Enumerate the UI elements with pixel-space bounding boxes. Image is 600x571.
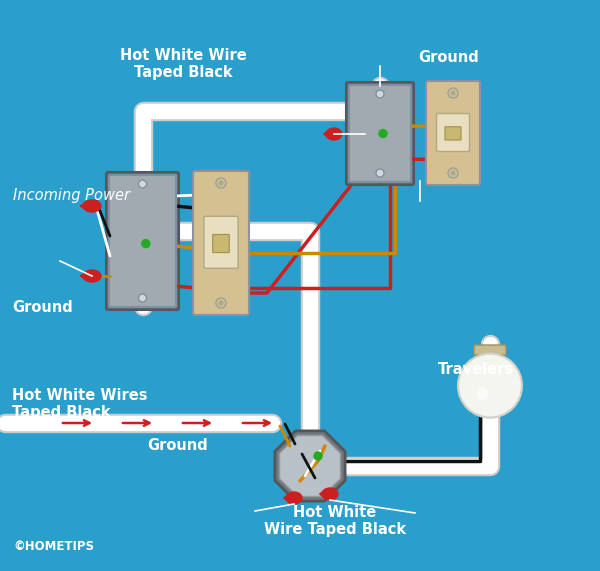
FancyBboxPatch shape xyxy=(426,81,480,185)
Circle shape xyxy=(218,180,223,186)
Circle shape xyxy=(448,88,458,98)
FancyBboxPatch shape xyxy=(109,175,176,307)
FancyBboxPatch shape xyxy=(445,127,461,140)
Circle shape xyxy=(216,178,226,188)
Text: Ground: Ground xyxy=(12,300,73,315)
Polygon shape xyxy=(323,130,328,138)
Circle shape xyxy=(139,294,146,302)
Text: ©HOMETIPS: ©HOMETIPS xyxy=(13,540,94,553)
Polygon shape xyxy=(280,436,340,497)
Polygon shape xyxy=(475,354,505,366)
Circle shape xyxy=(216,298,226,308)
FancyBboxPatch shape xyxy=(106,172,179,310)
Text: Hot White Wires
Taped Black: Hot White Wires Taped Black xyxy=(12,388,148,420)
Circle shape xyxy=(451,171,455,175)
FancyBboxPatch shape xyxy=(349,85,411,182)
Circle shape xyxy=(451,90,455,95)
Circle shape xyxy=(458,353,522,417)
Text: Incoming Power: Incoming Power xyxy=(13,187,130,203)
Circle shape xyxy=(376,169,384,177)
Circle shape xyxy=(142,240,150,248)
Circle shape xyxy=(476,388,488,400)
Ellipse shape xyxy=(322,488,338,500)
Ellipse shape xyxy=(83,270,101,282)
Text: Hot White
Wire Taped Black: Hot White Wire Taped Black xyxy=(264,505,406,537)
Ellipse shape xyxy=(326,128,342,140)
Text: Ground: Ground xyxy=(418,50,479,66)
Polygon shape xyxy=(275,431,345,501)
Text: Ground: Ground xyxy=(147,437,208,452)
FancyBboxPatch shape xyxy=(193,171,249,315)
Text: Travelers: Travelers xyxy=(438,363,514,377)
Polygon shape xyxy=(320,490,325,497)
Circle shape xyxy=(379,130,387,138)
Circle shape xyxy=(376,90,384,98)
FancyBboxPatch shape xyxy=(204,216,238,268)
Text: Hot White Wire
Taped Black: Hot White Wire Taped Black xyxy=(119,48,247,81)
Polygon shape xyxy=(80,272,86,280)
Circle shape xyxy=(448,168,458,178)
Polygon shape xyxy=(80,202,86,210)
Polygon shape xyxy=(284,494,289,501)
FancyBboxPatch shape xyxy=(474,345,506,355)
Circle shape xyxy=(218,300,223,305)
FancyBboxPatch shape xyxy=(346,82,414,185)
Ellipse shape xyxy=(83,200,101,212)
FancyBboxPatch shape xyxy=(437,114,470,151)
Circle shape xyxy=(314,452,322,460)
Circle shape xyxy=(139,180,146,188)
Ellipse shape xyxy=(286,492,302,504)
FancyBboxPatch shape xyxy=(213,235,229,252)
